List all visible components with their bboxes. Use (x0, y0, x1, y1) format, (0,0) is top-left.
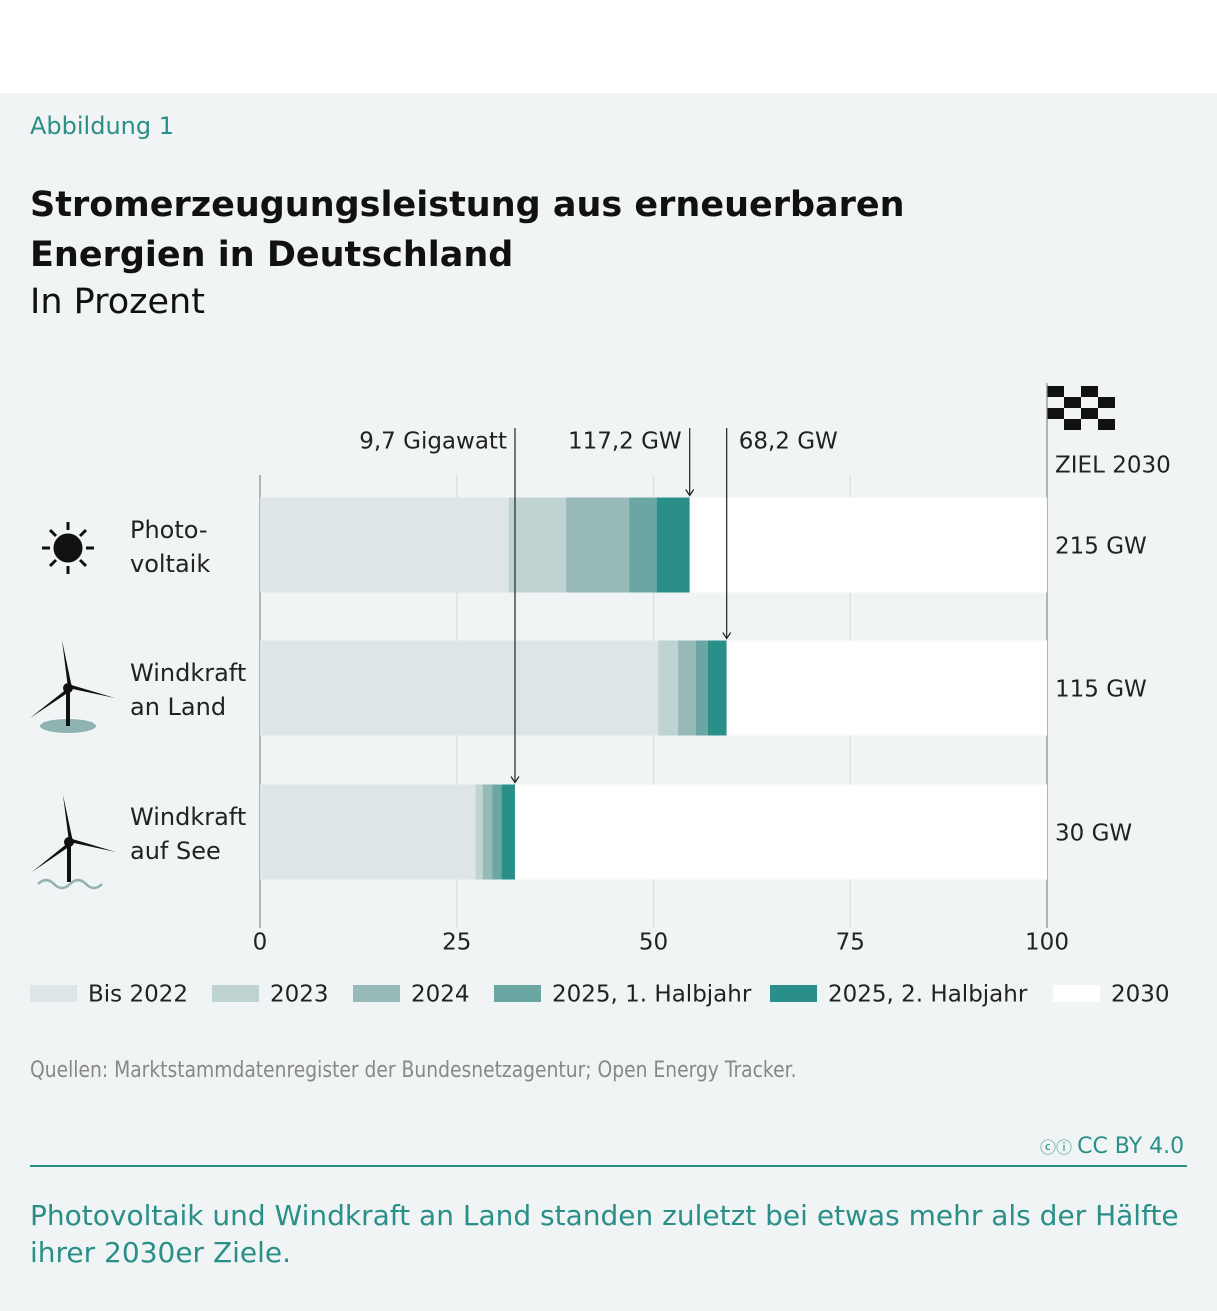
chart-title: Stromerzeugungsleistung aus erneuerbaren… (30, 185, 905, 275)
bar-segment (475, 784, 483, 880)
bar-segment (260, 784, 476, 880)
figure-label: Abbildung 1 (30, 112, 175, 140)
legend-label: Bis 2022 (88, 982, 188, 1008)
bar-segment (658, 640, 678, 736)
divider (30, 1165, 1187, 1167)
x-tick-label: 75 (836, 930, 865, 956)
bar-segment (508, 497, 567, 593)
legend-swatch (353, 985, 400, 1002)
source: Quellen: Marktstammdatenregister der Bun… (30, 1058, 797, 1083)
category-label: Windkraft auf See (130, 803, 247, 865)
legend-label: 2025, 1. Halbjahr (552, 982, 752, 1008)
annotation-label: 117,2 GW (568, 429, 682, 455)
sun-icon (42, 522, 94, 574)
cc-icon: ⓒⓘ (1040, 1138, 1078, 1157)
bar-segment (689, 497, 1047, 593)
x-tick-label: 50 (639, 930, 668, 956)
target-label: 30 GW (1055, 821, 1132, 847)
annotation-arrow (722, 632, 732, 640)
license-text: CC BY 4.0 (1077, 1134, 1185, 1159)
annotation-label: 68,2 GW (739, 429, 838, 455)
legend-swatch (494, 985, 541, 1002)
x-tick-label: 25 (442, 930, 471, 956)
bar-segment (482, 784, 493, 880)
x-tick-label: 100 (1025, 930, 1069, 956)
x-tick-label: 0 (253, 930, 268, 956)
annotation-label: 9,7 Gigawatt (359, 429, 507, 455)
bar-segment (629, 497, 657, 593)
bar-segment (260, 497, 509, 593)
legend-swatch (770, 985, 817, 1002)
annotation-arrow (685, 489, 695, 497)
wind-land-icon (30, 640, 115, 733)
legend-swatch (30, 985, 77, 1002)
category-label: Windkraft an Land (130, 659, 247, 721)
bar-segment (656, 497, 690, 593)
annotation-arrow (510, 776, 520, 784)
legend-label: 2023 (270, 982, 329, 1008)
bar-segment (501, 784, 515, 880)
bar-segment (492, 784, 502, 880)
legend-swatch (212, 985, 259, 1002)
target-title: ZIEL 2030 (1055, 453, 1171, 479)
bar-segment (707, 640, 727, 736)
legend-label: 2030 (1111, 982, 1170, 1008)
target-label: 115 GW (1055, 677, 1147, 703)
target-label: 215 GW (1055, 534, 1147, 560)
legend-swatch (1053, 985, 1100, 1002)
category-label: Photo- voltaik (130, 516, 211, 578)
flag-icon (1047, 386, 1115, 430)
bar-segment (260, 640, 659, 736)
license: ⓒⓘ CC BY 4.0 (1040, 1134, 1184, 1159)
chart-subtitle: In Prozent (30, 282, 205, 322)
wind-sea-icon (32, 795, 116, 890)
bar-segment (677, 640, 696, 736)
bar-segment (695, 640, 708, 736)
bar-segment (566, 497, 630, 593)
bar-segment (726, 640, 1047, 736)
legend-label: 2024 (411, 982, 470, 1008)
caption: Photovoltaik und Windkraft an Land stand… (30, 1199, 1179, 1269)
legend-label: 2025, 2. Halbjahr (828, 982, 1028, 1008)
bar-segment (514, 784, 1047, 880)
